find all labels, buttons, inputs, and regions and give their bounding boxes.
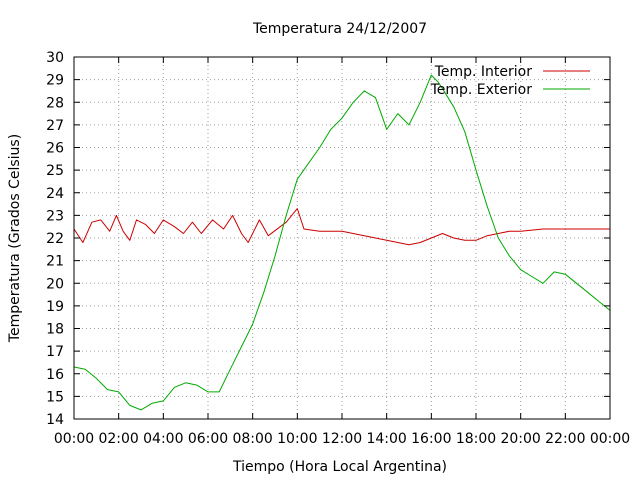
x-tick-label: 18:00 [456, 431, 496, 447]
x-tick-label: 00:00 [590, 431, 630, 447]
y-tick-label: 26 [46, 141, 64, 157]
series-line-interior [73, 208, 610, 246]
x-tick-label: 16:00 [411, 431, 451, 447]
y-tick-label: 30 [46, 50, 64, 66]
series-group [73, 74, 611, 411]
x-tick-label: 20:00 [500, 431, 540, 447]
y-tick-label: 27 [46, 118, 64, 134]
y-tick-label: 25 [46, 163, 64, 179]
y-tick-label: 28 [46, 95, 64, 111]
y-tick-label: 23 [46, 208, 64, 224]
series-line-exterior [73, 74, 611, 411]
x-tick-label: 10:00 [277, 431, 317, 447]
legend-label-exterior: Temp. Exterior [430, 82, 533, 98]
x-tick-label: 04:00 [143, 431, 183, 447]
y-tick-label: 15 [46, 389, 64, 405]
x-axis-label: Tiempo (Hora Local Argentina) [232, 459, 447, 475]
x-tick-label: 06:00 [188, 431, 228, 447]
y-tick-label: 21 [46, 254, 64, 270]
legend: Temp. Interior Temp. Exterior [430, 64, 590, 98]
x-tick-label: 02:00 [98, 431, 138, 447]
chart-title: Temperatura 24/12/2007 [252, 21, 427, 37]
x-tick-label: 00:00 [54, 431, 94, 447]
y-tick-label: 17 [46, 344, 64, 360]
y-axis-label: Temperatura (Grados Celsius) [7, 134, 23, 343]
y-tick-label: 18 [46, 322, 64, 338]
x-tick-label: 08:00 [232, 431, 272, 447]
y-tick-label: 24 [46, 186, 64, 202]
y-tick-label: 19 [46, 299, 64, 315]
x-tick-label: 22:00 [545, 431, 585, 447]
y-tick-label: 29 [46, 73, 64, 89]
y-tick-label: 14 [46, 412, 64, 428]
y-tick-label: 20 [46, 276, 64, 292]
legend-label-interior: Temp. Interior [434, 64, 533, 80]
x-tick-label: 12:00 [322, 431, 362, 447]
axis-ticks: 00:00 02:00 04:00 06:00 08:00 10:00 12:00 14:00… [46, 50, 630, 447]
y-tick-label: 22 [46, 231, 64, 247]
x-tick-label: 14:00 [366, 431, 406, 447]
y-tick-label: 16 [46, 367, 64, 383]
